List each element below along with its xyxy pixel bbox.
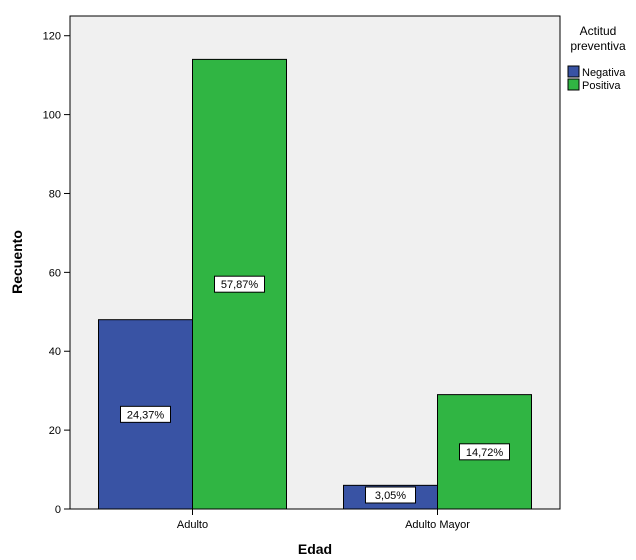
legend-label-positiva: Positiva	[582, 80, 621, 92]
data-label: 57,87%	[221, 279, 259, 291]
y-tick-label: 80	[49, 188, 61, 200]
data-label: 14,72%	[466, 447, 504, 459]
y-tick-label: 0	[55, 504, 61, 516]
y-tick-label: 40	[49, 346, 61, 358]
x-axis-title: Edad	[298, 541, 332, 557]
data-label: 24,37%	[127, 409, 165, 421]
legend-title-line-2: preventiva	[570, 39, 626, 53]
y-tick-label: 120	[43, 31, 61, 43]
data-label-box	[214, 275, 265, 293]
data-label: 3,05%	[375, 490, 406, 502]
x-axis: Adulto Adulto Mayor	[177, 509, 470, 531]
data-label-box	[120, 405, 171, 423]
data-label-box	[365, 486, 416, 504]
y-tick-label: 20	[49, 425, 61, 437]
data-label-box	[459, 443, 510, 461]
y-tick-label: 100	[43, 110, 61, 122]
x-tick-label: Adulto	[177, 519, 208, 531]
legend-swatch-positiva	[567, 78, 580, 91]
y-axis-title: Recuento	[9, 230, 25, 294]
y-axis: 0 20 40 60 80 100 120	[43, 31, 70, 516]
legend-title-line-1: Actitud	[580, 24, 617, 38]
legend-swatch-negativa	[567, 65, 580, 78]
legend-label-negativa: Negativa	[582, 67, 626, 79]
bars-group: 24,37% 57,87% 3,05% 14,72%	[98, 58, 532, 510]
x-tick-label: Adulto Mayor	[405, 519, 470, 531]
y-tick-label: 60	[49, 267, 61, 279]
